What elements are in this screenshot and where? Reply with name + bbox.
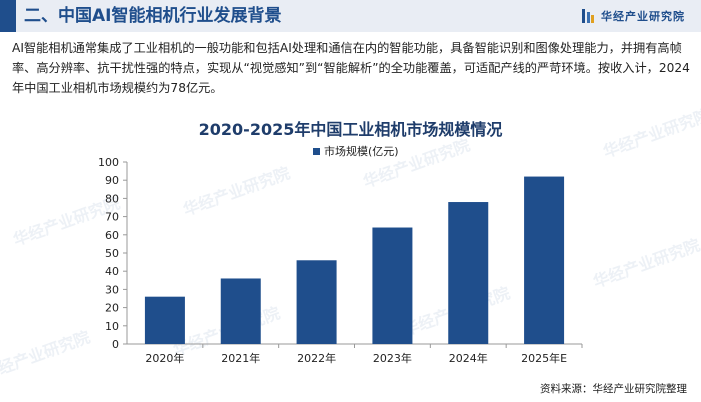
x-tick-label: 2021年	[221, 351, 260, 365]
y-tick-label: 0	[112, 338, 119, 351]
y-tick-label: 80	[105, 192, 119, 205]
x-tick-label: 2024年	[449, 351, 488, 365]
page-title: 二、中国AI智能相机行业发展背景	[24, 6, 282, 26]
intro-paragraph: AI智能相机通常集成了工业相机的一般功能和包括AI处理和通信在内的智能功能，具备…	[12, 41, 690, 95]
header-accent	[0, 0, 16, 32]
legend-label: 市场规模(亿元)	[324, 145, 399, 158]
bar	[144, 296, 185, 344]
bar	[448, 202, 489, 344]
y-tick-label: 70	[105, 211, 119, 224]
brand-name: 华经产业研究院	[601, 10, 685, 23]
bar	[296, 260, 337, 344]
bar	[372, 227, 413, 344]
y-tick-label: 90	[105, 174, 119, 187]
source-note: 资料来源：华经产业研究院整理	[540, 383, 687, 395]
legend-swatch	[313, 147, 320, 155]
y-tick-label: 100	[98, 156, 119, 169]
y-tick-label: 60	[105, 229, 119, 242]
brand: 华经产业研究院	[581, 7, 685, 25]
brand-logo-icon	[582, 9, 594, 23]
x-tick-label: 2020年	[145, 351, 184, 365]
y-tick-label: 40	[105, 265, 119, 278]
bar	[524, 176, 565, 344]
bar	[220, 278, 261, 344]
chart-title: 2020-2025年中国工业相机市场规模情况	[198, 120, 503, 139]
chart-legend: 市场规模(亿元)	[313, 143, 399, 159]
y-tick-label: 30	[105, 283, 119, 296]
x-tick-label: 2022年	[297, 351, 336, 365]
y-tick-label: 10	[105, 320, 119, 333]
y-tick-label: 20	[105, 302, 119, 315]
y-tick-label: 50	[105, 247, 119, 260]
x-tick-label: 2025年E	[521, 351, 567, 365]
x-tick-label: 2023年	[373, 351, 412, 365]
